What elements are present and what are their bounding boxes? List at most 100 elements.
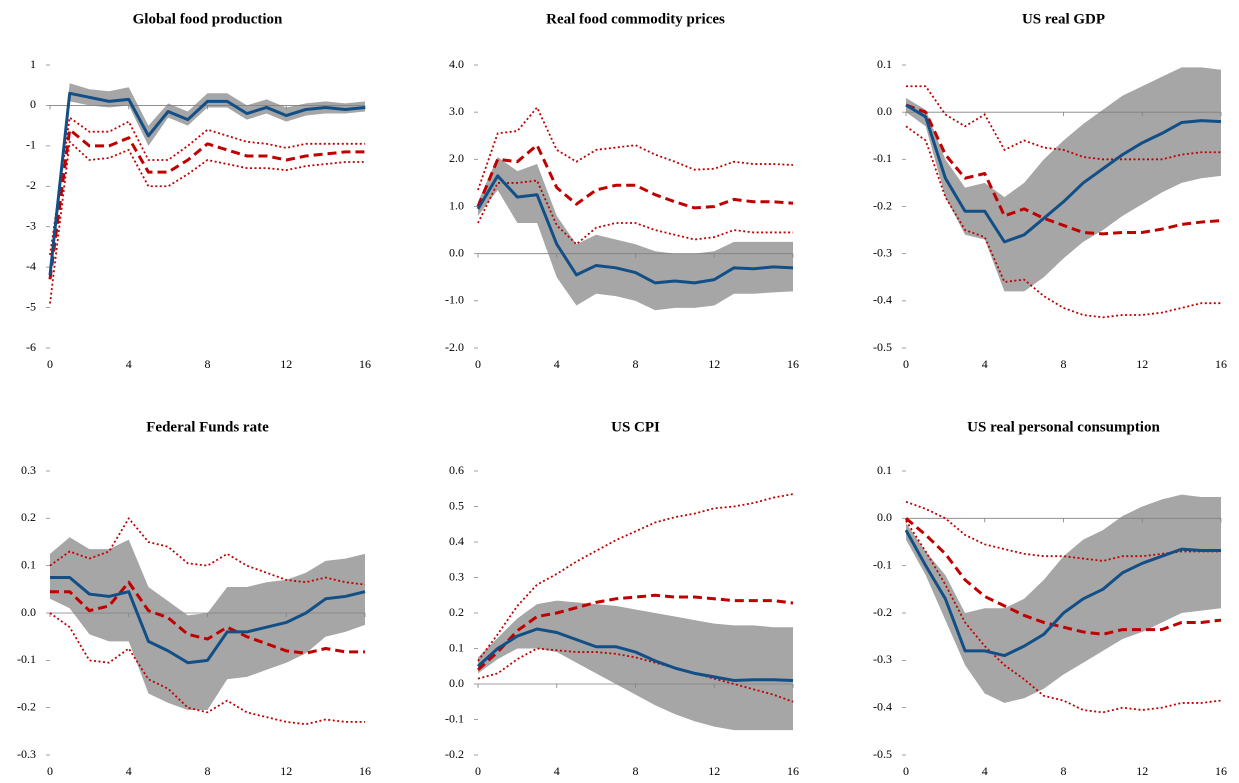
dotted-line: [906, 85, 1221, 161]
x-tick-label: 16: [359, 764, 371, 778]
x-tick-label: 16: [787, 357, 799, 371]
y-tick-label: -0.2: [17, 699, 36, 713]
y-tick-label: 1: [30, 57, 36, 71]
x-tick-label: 0: [903, 357, 909, 371]
y-tick-label: 0.0: [877, 510, 892, 524]
y-tick-label: 0.2: [21, 510, 36, 524]
y-tick-label: -0.1: [873, 151, 892, 165]
chart-title: US real personal consumption: [967, 419, 1160, 435]
y-tick-label: -0.4: [873, 293, 892, 307]
y-tick-label: 0.0: [21, 605, 36, 619]
x-tick-label: 0: [475, 764, 481, 778]
x-tick-label: 16: [1215, 357, 1227, 371]
x-tick-label: 4: [554, 764, 560, 778]
solid-line: [48, 91, 366, 276]
confidence-band: [50, 83, 365, 280]
y-tick-label: -0.2: [445, 747, 464, 761]
x-tick-label: 16: [787, 764, 799, 778]
dotted-line: [49, 612, 365, 726]
y-tick-label: -0.3: [873, 245, 892, 259]
x-tick-label: 0: [475, 357, 481, 371]
dashed-line: [50, 580, 365, 655]
solid-line: [476, 174, 794, 285]
y-tick-label: 0.3: [449, 569, 464, 583]
x-tick-label: 16: [1215, 764, 1227, 778]
dotted-line: [905, 125, 1221, 319]
dotted-line: [49, 140, 365, 304]
y-tick-label: 0.2: [449, 605, 464, 619]
y-tick-label: -1: [26, 138, 36, 152]
y-tick-label: -0.1: [17, 652, 36, 666]
y-tick-label: 0.1: [21, 557, 36, 571]
confidence-band: [478, 156, 793, 311]
chart-title: Global food production: [133, 11, 283, 27]
y-tick-label: 3.0: [449, 104, 464, 118]
dotted-line: [477, 106, 794, 191]
confidence-band: [906, 67, 1221, 292]
y-tick-label: 0.4: [449, 534, 464, 548]
y-tick-label: -3: [26, 218, 36, 232]
x-tick-label: 8: [633, 357, 639, 371]
confidence-band: [478, 600, 793, 731]
x-tick-label: 16: [359, 357, 371, 371]
solid-line: [50, 576, 366, 665]
y-tick-label: 0.0: [449, 245, 464, 259]
x-tick-label: 4: [982, 764, 988, 778]
y-tick-label: 0.1: [877, 463, 892, 477]
x-tick-label: 4: [982, 357, 988, 371]
dotted-line: [477, 493, 794, 662]
dashed-line: [476, 593, 794, 671]
x-tick-label: 0: [903, 764, 909, 778]
y-tick-label: -2: [26, 178, 36, 192]
x-tick-label: 12: [708, 357, 720, 371]
y-tick-label: 2.0: [449, 151, 464, 165]
chart-title: Federal Funds rate: [146, 419, 269, 435]
x-tick-label: 8: [1061, 357, 1067, 371]
x-tick-label: 4: [126, 764, 132, 778]
x-tick-label: 8: [205, 764, 211, 778]
x-tick-label: 8: [205, 357, 211, 371]
x-tick-label: 12: [280, 764, 292, 778]
x-tick-label: 0: [47, 764, 53, 778]
confidence-band: [50, 537, 365, 711]
dotted-line: [477, 647, 794, 703]
y-tick-label: -0.1: [873, 557, 892, 571]
x-tick-label: 12: [1136, 357, 1148, 371]
y-tick-label: 4.0: [449, 57, 464, 71]
y-tick-label: 0.0: [877, 104, 892, 118]
y-tick-label: -0.2: [873, 605, 892, 619]
dotted-line: [905, 520, 1222, 714]
y-tick-label: -0.5: [873, 340, 892, 354]
dotted-line: [49, 517, 366, 586]
y-tick-label: -6: [26, 340, 36, 354]
dashed-line: [905, 517, 1222, 636]
y-tick-label: 0.1: [449, 640, 464, 654]
chart-title: US real GDP: [1022, 11, 1105, 27]
x-tick-label: 12: [280, 357, 292, 371]
x-tick-label: 4: [126, 357, 132, 371]
y-tick-label: 0: [30, 97, 36, 111]
y-tick-label: -0.1: [445, 711, 464, 725]
y-tick-label: -0.3: [873, 652, 892, 666]
dashed-line: [905, 103, 1222, 236]
y-tick-label: 1.0: [449, 198, 464, 212]
x-tick-label: 0: [47, 357, 53, 371]
y-tick-label: -0.5: [873, 747, 892, 761]
y-tick-label: -0.2: [873, 198, 892, 212]
x-tick-label: 12: [708, 764, 720, 778]
dashed-line: [48, 128, 365, 280]
solid-line: [905, 103, 1222, 244]
dotted-line: [477, 179, 793, 246]
solid-line: [476, 627, 794, 682]
y-tick-label: -2.0: [445, 340, 464, 354]
dotted-line: [49, 116, 365, 256]
x-tick-label: 12: [1136, 764, 1148, 778]
y-tick-label: -5: [26, 299, 36, 313]
y-tick-label: 0.6: [449, 463, 464, 477]
y-tick-label: -4: [26, 259, 36, 273]
y-tick-label: 0.0: [449, 676, 464, 690]
solid-line: [904, 529, 1221, 658]
y-tick-label: -0.3: [17, 747, 36, 761]
y-tick-label: -1.0: [445, 293, 464, 307]
